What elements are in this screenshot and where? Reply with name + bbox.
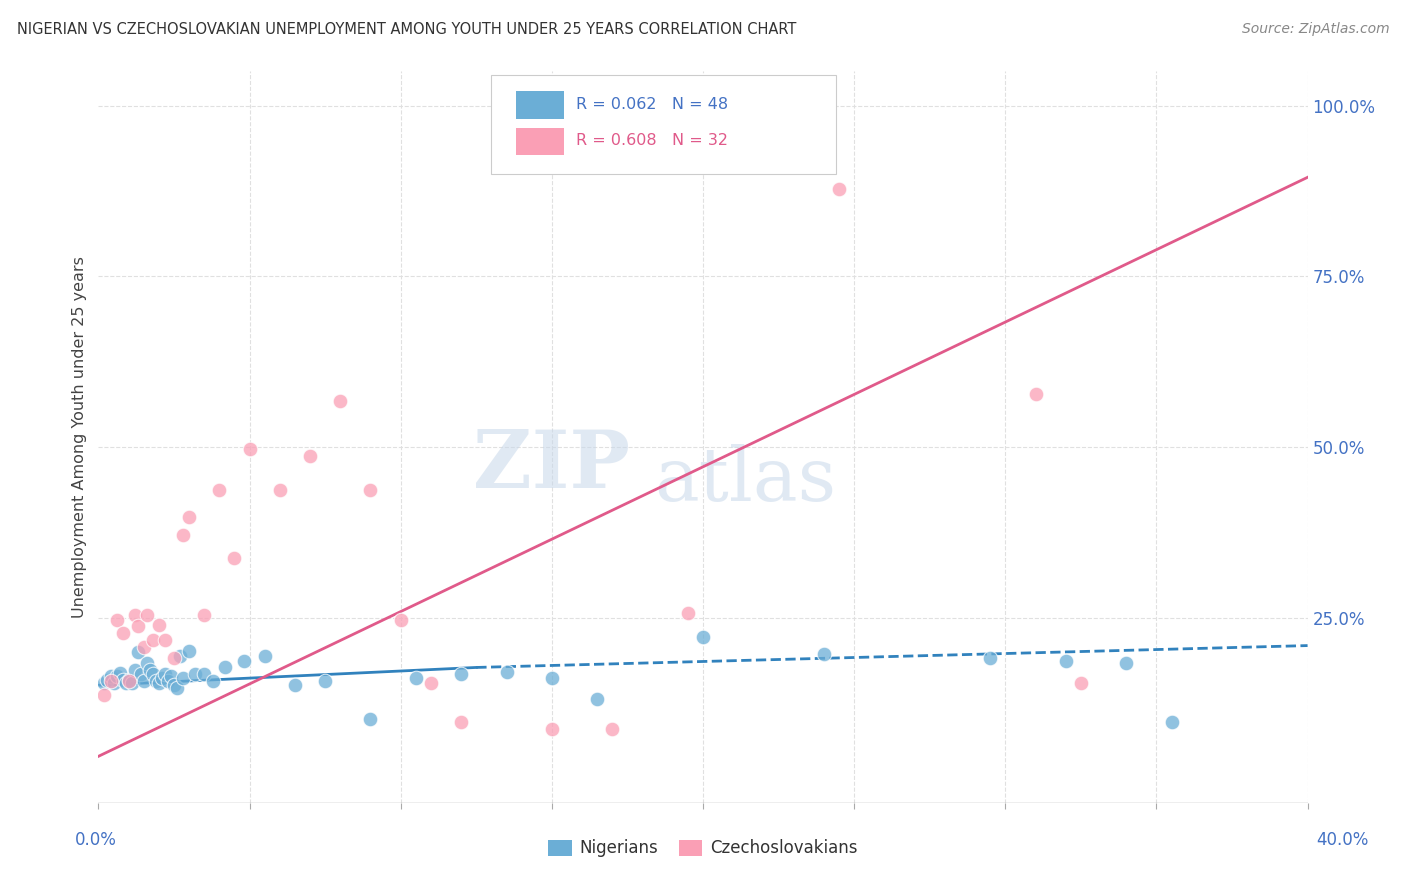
Point bbox=[269, 483, 291, 497]
Point bbox=[232, 654, 254, 668]
Point bbox=[135, 656, 157, 670]
Point bbox=[1024, 387, 1046, 401]
Point bbox=[150, 672, 173, 686]
Point bbox=[450, 667, 472, 681]
Text: atlas: atlas bbox=[655, 444, 837, 517]
Point bbox=[1070, 676, 1092, 690]
Point bbox=[284, 678, 307, 692]
Point bbox=[103, 676, 125, 690]
Point bbox=[142, 667, 165, 681]
Point bbox=[253, 648, 276, 663]
Point bbox=[692, 631, 714, 645]
Point bbox=[93, 688, 115, 702]
Point bbox=[105, 669, 128, 683]
Point bbox=[214, 660, 236, 674]
Text: NIGERIAN VS CZECHOSLOVAKIAN UNEMPLOYMENT AMONG YOUTH UNDER 25 YEARS CORRELATION : NIGERIAN VS CZECHOSLOVAKIAN UNEMPLOYMENT… bbox=[17, 22, 796, 37]
Point bbox=[153, 667, 176, 681]
Point bbox=[172, 528, 194, 542]
Point bbox=[193, 667, 215, 681]
FancyBboxPatch shape bbox=[516, 91, 564, 119]
Point bbox=[224, 551, 246, 566]
FancyBboxPatch shape bbox=[492, 75, 837, 174]
Point bbox=[360, 713, 382, 727]
Point bbox=[1054, 654, 1077, 668]
Point bbox=[153, 633, 176, 648]
Point bbox=[114, 676, 136, 690]
Legend: Nigerians, Czechoslovakians: Nigerians, Czechoslovakians bbox=[541, 832, 865, 864]
Point bbox=[142, 633, 165, 648]
Point bbox=[405, 672, 427, 686]
Y-axis label: Unemployment Among Youth under 25 years: Unemployment Among Youth under 25 years bbox=[72, 256, 87, 618]
Point bbox=[179, 644, 201, 658]
Point bbox=[420, 676, 443, 690]
Point bbox=[602, 722, 624, 736]
Point bbox=[193, 607, 215, 622]
Point bbox=[360, 483, 382, 497]
Point bbox=[148, 676, 170, 690]
Point bbox=[105, 613, 128, 627]
Point bbox=[163, 651, 186, 665]
Point bbox=[208, 483, 231, 497]
Text: R = 0.062   N = 48: R = 0.062 N = 48 bbox=[576, 96, 728, 112]
Text: ZIP: ZIP bbox=[474, 427, 630, 506]
Point bbox=[127, 619, 149, 633]
Point bbox=[676, 606, 699, 620]
Point bbox=[96, 673, 118, 687]
Text: R = 0.608   N = 32: R = 0.608 N = 32 bbox=[576, 133, 728, 148]
Point bbox=[179, 510, 201, 524]
Point bbox=[540, 722, 562, 736]
Point bbox=[127, 645, 149, 659]
Point bbox=[389, 613, 412, 627]
Point bbox=[979, 651, 1001, 665]
Point bbox=[100, 674, 122, 689]
Point bbox=[139, 663, 162, 677]
Point bbox=[169, 648, 191, 663]
Point bbox=[111, 673, 134, 687]
Point bbox=[299, 449, 322, 463]
Point bbox=[828, 182, 851, 196]
Point bbox=[586, 692, 609, 706]
Point bbox=[1160, 715, 1182, 730]
Point bbox=[239, 442, 262, 456]
Point bbox=[172, 672, 194, 686]
FancyBboxPatch shape bbox=[516, 128, 564, 155]
Point bbox=[108, 665, 131, 680]
Point bbox=[314, 674, 336, 689]
Point bbox=[135, 607, 157, 622]
Point bbox=[93, 676, 115, 690]
Point bbox=[1115, 656, 1137, 670]
Point bbox=[184, 667, 207, 681]
Point bbox=[148, 618, 170, 632]
Point bbox=[495, 665, 517, 679]
Point bbox=[132, 674, 155, 689]
Point bbox=[100, 669, 122, 683]
Point bbox=[163, 678, 186, 692]
Text: Source: ZipAtlas.com: Source: ZipAtlas.com bbox=[1241, 22, 1389, 37]
Text: 40.0%: 40.0% bbox=[1316, 831, 1369, 849]
Point bbox=[124, 607, 146, 622]
Point bbox=[132, 640, 155, 654]
Text: 0.0%: 0.0% bbox=[75, 831, 117, 849]
Point bbox=[166, 681, 188, 695]
Point bbox=[202, 674, 225, 689]
Point bbox=[813, 647, 835, 661]
Point bbox=[118, 673, 141, 687]
Point bbox=[160, 669, 183, 683]
Point bbox=[156, 674, 179, 689]
Point bbox=[145, 674, 167, 689]
Point bbox=[121, 676, 143, 690]
Point bbox=[129, 667, 152, 681]
Point bbox=[118, 674, 141, 689]
Point bbox=[540, 672, 562, 686]
Point bbox=[111, 626, 134, 640]
Point bbox=[124, 663, 146, 677]
Point bbox=[329, 393, 352, 408]
Point bbox=[450, 715, 472, 730]
